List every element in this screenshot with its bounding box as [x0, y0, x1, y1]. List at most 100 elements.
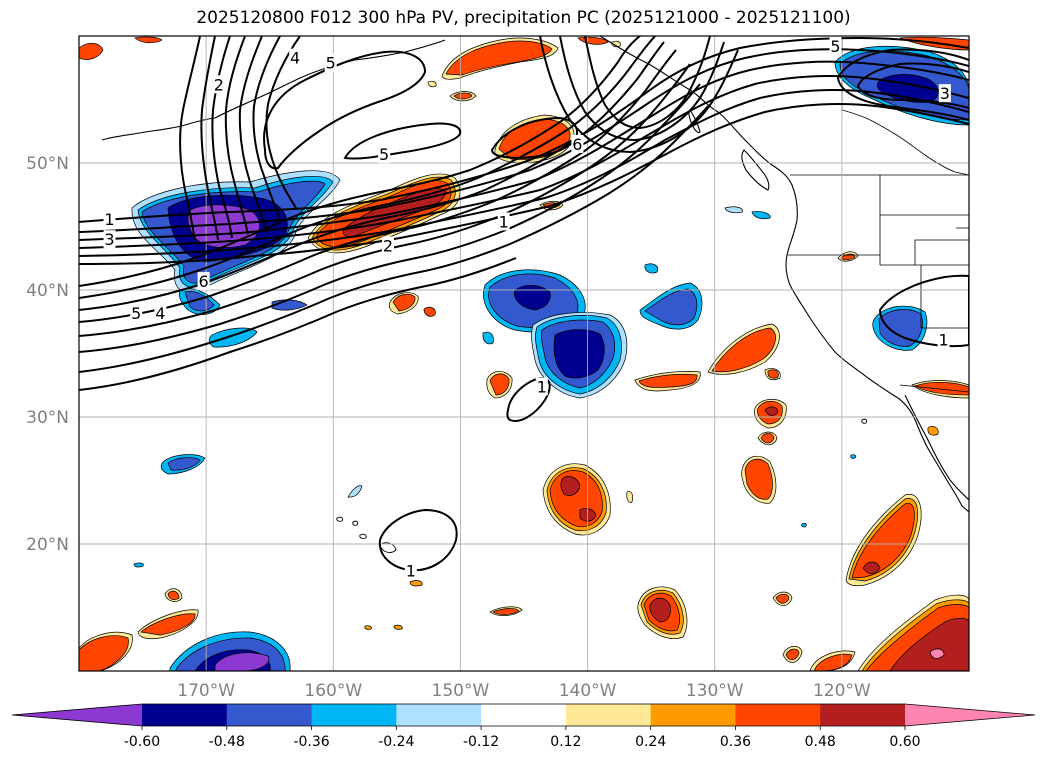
pv-loop-south — [506, 376, 551, 422]
colorbar-extend-min — [12, 704, 142, 726]
colorbar-label: -0.24 — [378, 734, 414, 750]
islands — [336, 418, 868, 553]
pv-ridge-3 — [539, 36, 739, 154]
contour-label-bg — [197, 272, 210, 291]
contour-label: 5 — [379, 145, 389, 164]
map-frame — [78, 35, 970, 672]
pv-jet-lower-4 — [79, 49, 677, 323]
contour-label-bg — [103, 209, 116, 228]
contour-label-bg — [130, 303, 143, 322]
colorbar-swatch — [565, 704, 652, 726]
contour-label: 4 — [290, 49, 300, 68]
lon-tick-label: 120°W — [813, 681, 871, 701]
border-us-mexico — [899, 384, 969, 393]
contour-label-bg — [378, 145, 391, 164]
colorbar-label: 0.24 — [635, 734, 666, 750]
pv-jet-lower-1 — [79, 36, 641, 287]
contour-label: 1 — [938, 331, 948, 350]
pv-contours — [79, 36, 969, 572]
contour-label: 1 — [537, 378, 547, 397]
contour-label: 5 — [131, 304, 141, 323]
coastline-baja — [904, 394, 969, 501]
colorbar-label: -0.48 — [209, 734, 245, 750]
pv-loop-sw — [878, 274, 969, 348]
pv-contour-3 — [79, 60, 969, 241]
colorbar-swatch — [226, 704, 313, 726]
contour-label: 6 — [199, 272, 209, 291]
pv-jet-lower-6 — [79, 83, 701, 353]
pv-trough-2 — [200, 36, 219, 241]
pv-trough-3 — [211, 36, 233, 239]
pv-loop-ne-2 — [836, 48, 969, 121]
colorbar-label: -0.60 — [124, 734, 160, 750]
pv-ridge-2 — [559, 36, 725, 142]
contour-label: 4 — [155, 304, 165, 323]
pv-trough-5 — [238, 36, 266, 229]
pv-trough-1 — [179, 36, 201, 241]
pv-loop-ne — [856, 62, 969, 109]
fill-negative-central-pacific — [482, 263, 703, 399]
contour-label-bg — [535, 377, 548, 396]
colorbar-swatch — [735, 704, 821, 726]
contour-label: 3 — [940, 84, 950, 103]
pv-trough-6 — [252, 36, 281, 221]
pv-trough-7 — [265, 36, 301, 209]
pv-jet-lower-8 — [79, 257, 517, 391]
border-states — [788, 175, 969, 329]
coastline-aleutians — [101, 117, 216, 141]
contour-label-bg — [154, 303, 167, 322]
contour-label: 1 — [499, 212, 509, 231]
colorbar-label: 0.48 — [805, 734, 836, 750]
colorbar-label: 0.60 — [889, 734, 920, 750]
contour-label: 2 — [383, 237, 393, 256]
colorbar-swatch — [650, 704, 736, 726]
lat-tick-label: 30°N — [26, 408, 69, 428]
contour-label: 2 — [214, 75, 224, 94]
contour-label: 6 — [572, 135, 582, 154]
colorbar-extend-max — [905, 704, 1035, 726]
colorbar: -0.60 -0.48 -0.36 -0.24 -0.12 0.12 0.24 0.36 0.4… — [11, 703, 1036, 750]
contour-label-bg — [212, 75, 225, 94]
colorbar-label: -0.36 — [293, 734, 329, 750]
contour-label-bg — [829, 37, 842, 56]
lon-tick-label: 170°W — [177, 681, 235, 701]
contour-label-bg — [571, 134, 584, 153]
coastline-vancouver-island — [741, 149, 770, 191]
contour-label-bg — [497, 212, 510, 231]
contour-label: 5 — [326, 54, 336, 73]
colorbar-label: 0.36 — [720, 734, 751, 750]
colorbar-swatch — [396, 704, 482, 726]
colorbar-swatch — [481, 704, 567, 726]
lon-tick-label: 140°W — [559, 681, 617, 701]
pv-contour-6 — [79, 103, 969, 265]
map-title: 2025120800 F012 300 hPa PV, precipitatio… — [196, 8, 851, 28]
lon-tick-label: 130°W — [686, 681, 744, 701]
pv-contour-4 — [79, 75, 969, 249]
colorbar-label: 0.12 — [550, 734, 581, 750]
contour-label-bg — [404, 561, 417, 580]
pv-loop-ak — [263, 50, 427, 170]
pv-jet-lower-2 — [79, 36, 656, 299]
border-alaska-canada — [841, 36, 969, 176]
pv-trough-4 — [224, 36, 249, 235]
pv-ridge-1 — [584, 36, 711, 130]
contour-label: 1 — [406, 562, 416, 581]
fill-positive-scattered — [79, 251, 969, 671]
latitude-labels: 20°N 30°N 40°N 50°N — [26, 154, 69, 555]
political-borders — [788, 36, 969, 393]
colorbar-label: -0.12 — [463, 734, 499, 750]
lat-tick-label: 40°N — [26, 281, 69, 301]
colorbar-swatch — [142, 704, 228, 726]
lat-tick-label: 20°N — [26, 535, 69, 555]
contour-label-bg — [938, 84, 951, 103]
contour-label-bg — [381, 236, 394, 255]
fill-negative-sw-us — [872, 305, 928, 351]
lon-tick-label: 160°W — [304, 681, 362, 701]
fill-negative-sw — [133, 454, 857, 671]
contour-label-bg — [103, 230, 116, 249]
lat-tick-label: 50°N — [26, 154, 69, 174]
contour-label-bg — [289, 48, 302, 67]
colorbar-swatch — [311, 704, 397, 726]
